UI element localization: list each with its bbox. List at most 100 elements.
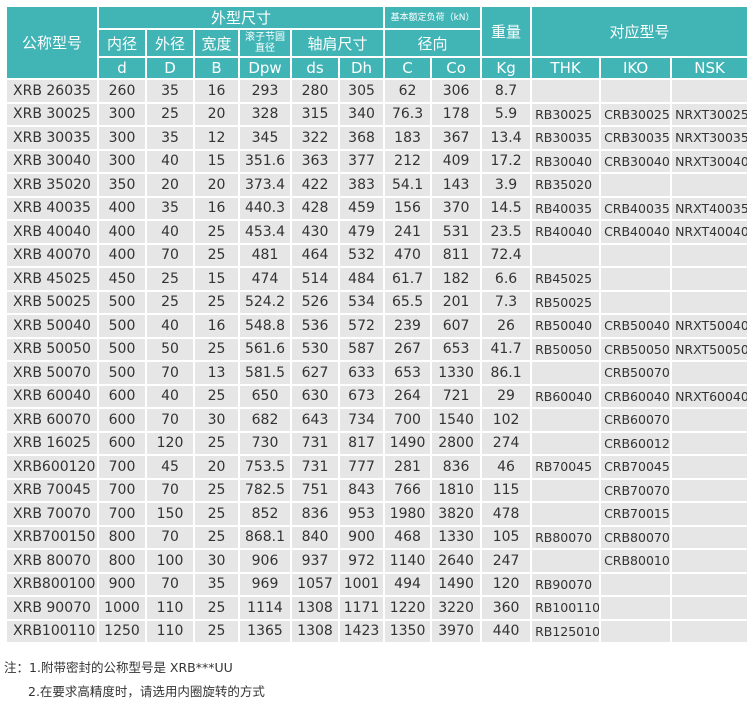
header-cell: 径向: [383, 28, 483, 58]
cell: [670, 242, 750, 268]
cell: [530, 360, 602, 386]
cell: 182: [430, 266, 483, 292]
header-cell: Dh: [337, 56, 386, 80]
cell: 840: [290, 524, 340, 550]
cell: 6.6: [480, 266, 533, 292]
cell: [670, 407, 750, 433]
cell: CRB30040: [599, 148, 673, 174]
cell: 17.2: [480, 148, 533, 174]
cell: 20: [145, 172, 195, 198]
cell: 16: [193, 195, 240, 221]
cell: NRXT30035: [670, 125, 750, 151]
cell: [599, 618, 673, 644]
cell: XRB 16025: [5, 430, 99, 456]
cell: [530, 242, 602, 268]
cell: 300: [97, 101, 147, 127]
cell: 20: [193, 172, 240, 198]
cell: 782.5: [238, 477, 292, 503]
cell: 1308: [290, 595, 340, 621]
cell: RB50040: [530, 313, 602, 339]
cell: [599, 266, 673, 292]
cell: XRB 40035: [5, 195, 99, 221]
cell: 40: [145, 313, 195, 339]
cell: 70: [145, 571, 195, 597]
cell: CRB70045: [599, 454, 673, 480]
cell: [599, 78, 673, 104]
cell: 70: [145, 407, 195, 433]
header-cell: d: [97, 56, 147, 80]
table-body: XRB 26035 260 35 16 293 280 305 62 306 8.7 XRB 300…: [5, 78, 750, 644]
cell: RB40040: [530, 219, 602, 245]
cell: 1000: [97, 595, 147, 621]
note-label: 注：: [4, 660, 30, 675]
cell: [670, 548, 750, 574]
cell: 900: [337, 524, 386, 550]
cell: 526: [290, 289, 340, 315]
table-row: XRB 50040 500 40 16 548.8 536 572 239 607 26 RB500…: [5, 313, 750, 339]
cell: 25: [145, 289, 195, 315]
cell: 45: [145, 454, 195, 480]
cell: 239: [383, 313, 433, 339]
header-cell: THK: [530, 56, 602, 80]
cell: CRB80010: [599, 548, 673, 574]
cell: 350: [97, 172, 147, 198]
cell: 2640: [430, 548, 483, 574]
cell: 700: [383, 407, 433, 433]
cell: 100: [145, 548, 195, 574]
cell: CRB50050: [599, 336, 673, 362]
cell: XRB 80070: [5, 548, 99, 574]
cell: 322: [290, 125, 340, 151]
cell: RB40035: [530, 195, 602, 221]
cell: 587: [337, 336, 386, 362]
cell: 1980: [383, 501, 433, 527]
cell: [670, 477, 750, 503]
table-row: XRB 60070 600 70 30 682 643 734 700 1540 102 CRB60…: [5, 407, 750, 433]
cell: 468: [383, 524, 433, 550]
cell: 500: [97, 313, 147, 339]
cell: 15: [193, 148, 240, 174]
cell: 731: [290, 454, 340, 480]
header-cell: 滚子节圆直径: [238, 28, 292, 58]
note: 2.在要求高精度时，请选用内圈旋转的方式: [4, 680, 265, 704]
cell: 367: [430, 125, 483, 151]
cell: 25: [145, 266, 195, 292]
cell: 16: [193, 313, 240, 339]
cell: 35: [193, 571, 240, 597]
cell: 1140: [383, 548, 433, 574]
cell: 76.3: [383, 101, 433, 127]
cell: XRB 40040: [5, 219, 99, 245]
cell: 8.7: [480, 78, 533, 104]
cell: 953: [337, 501, 386, 527]
cell: CRB60070: [599, 407, 673, 433]
cell: 453.4: [238, 219, 292, 245]
table-row: XRB 60040 600 40 25 650 630 673 264 721 29 RB60040…: [5, 383, 750, 409]
cell: 40: [145, 219, 195, 245]
cell: 836: [430, 454, 483, 480]
cell: CRB80070: [599, 524, 673, 550]
table-row: XRB 30025 300 25 20 328 315 340 76.3 178 5.9 RB300…: [5, 101, 750, 127]
cell: 368: [337, 125, 386, 151]
cell: XRB 50040: [5, 313, 99, 339]
cell: 40: [145, 383, 195, 409]
cell: XRB 60040: [5, 383, 99, 409]
cell: 653: [430, 336, 483, 362]
header-cell: 宽度: [193, 28, 240, 58]
cell: RB80070: [530, 524, 602, 550]
cell: 370: [430, 195, 483, 221]
cell: XRB 26035: [5, 78, 99, 104]
cell: 25: [193, 219, 240, 245]
table-row: XRB 50070 500 70 13 581.5 627 633 653 1330 86.1 CR…: [5, 360, 750, 386]
cell: 300: [97, 125, 147, 151]
cell: 247: [480, 548, 533, 574]
cell: 13: [193, 360, 240, 386]
header-cell: 对应型号: [530, 5, 750, 58]
cell: 3820: [430, 501, 483, 527]
cell: RB125010: [530, 618, 602, 644]
cell: 264: [383, 383, 433, 409]
cell: 300: [97, 148, 147, 174]
cell: 12: [193, 125, 240, 151]
header-cell: D: [145, 56, 195, 80]
cell: [670, 524, 750, 550]
table-row: XRB 90070 1000 110 25 1114 1308 1171 1220 3220 36…: [5, 595, 750, 621]
